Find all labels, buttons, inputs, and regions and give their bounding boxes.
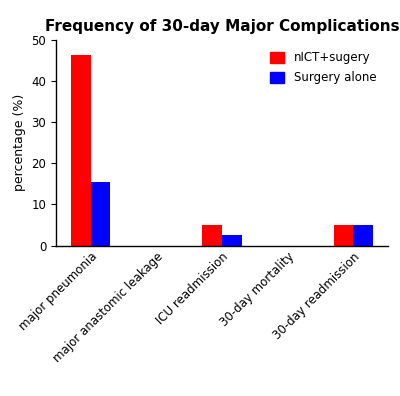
Bar (202, 225, 222, 246)
Bar (334, 225, 353, 246)
Bar (222, 235, 242, 246)
Bar (91, 182, 110, 246)
Y-axis label: percentage (%): percentage (%) (13, 94, 26, 191)
Bar (71, 55, 91, 246)
Title: Frequency of 30-day Major Complications: Frequency of 30-day Major Complications (45, 19, 399, 34)
Legend: nICT+sugery, Surgery alone: nICT+sugery, Surgery alone (264, 46, 382, 90)
Bar (353, 225, 373, 246)
